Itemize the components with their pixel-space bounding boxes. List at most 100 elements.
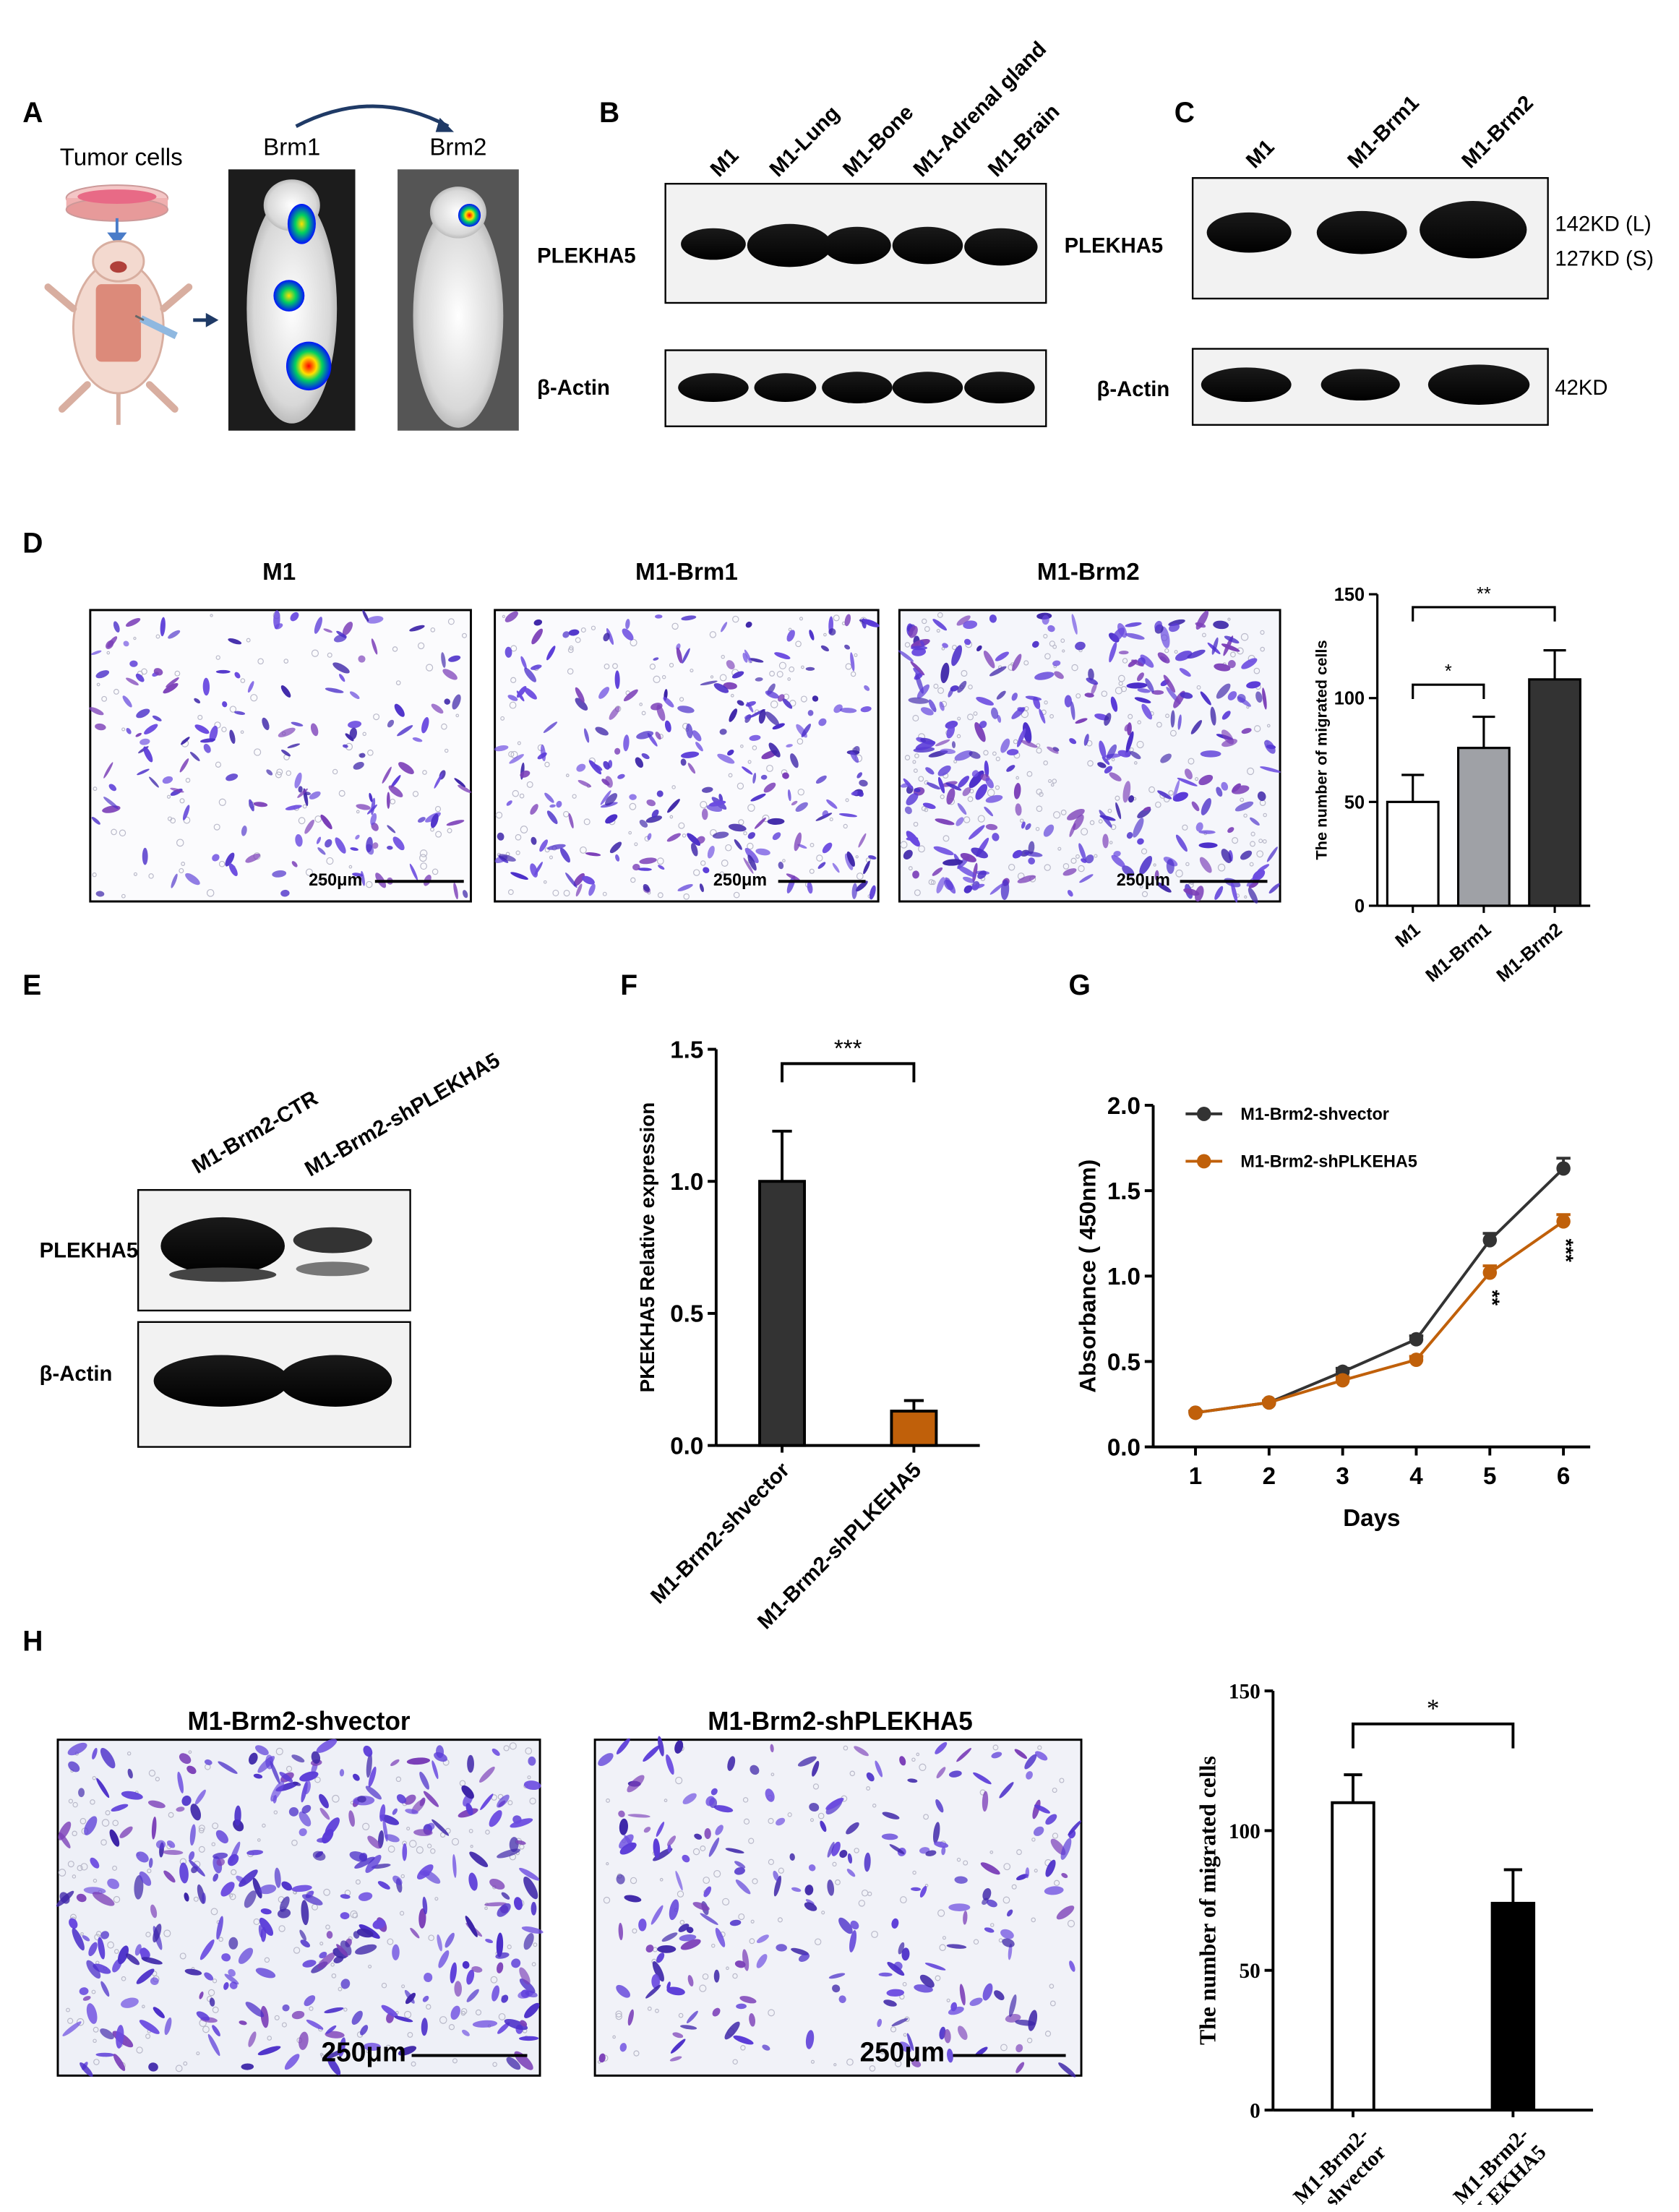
stained-cell xyxy=(504,611,518,622)
panel-letter-h: H xyxy=(22,1625,43,1657)
pore xyxy=(400,1874,405,1879)
pore xyxy=(846,2058,854,2066)
stained-cell xyxy=(749,658,764,663)
stained-cell xyxy=(127,1768,133,1779)
pore xyxy=(267,2036,272,2041)
stained-cell xyxy=(791,800,798,806)
pore xyxy=(928,879,935,886)
stained-cell xyxy=(937,776,945,794)
pore xyxy=(111,828,117,836)
stained-cell xyxy=(645,815,663,823)
stained-cell xyxy=(749,734,761,741)
pore xyxy=(937,1909,945,1917)
stained-cell xyxy=(677,706,695,713)
stained-cell xyxy=(795,802,808,812)
stained-cell xyxy=(454,1981,462,1997)
stained-cell xyxy=(199,1939,215,1960)
pore xyxy=(1044,700,1048,705)
stained-cell xyxy=(858,833,867,848)
stained-cell xyxy=(356,1928,374,1938)
stained-cell xyxy=(606,627,614,645)
pore xyxy=(1107,808,1112,813)
pore xyxy=(77,1865,83,1872)
pore xyxy=(202,2025,210,2033)
stained-cell xyxy=(682,1854,690,1863)
stained-cell xyxy=(1075,641,1086,651)
stained-cell xyxy=(729,708,738,722)
stained-cell xyxy=(282,2004,290,2012)
stained-cell xyxy=(349,1851,368,1862)
stained-cell xyxy=(832,862,840,873)
stained-cell xyxy=(1043,824,1055,837)
pore xyxy=(72,1830,77,1837)
pore xyxy=(633,2050,640,2057)
pore xyxy=(327,652,332,658)
pore xyxy=(326,857,334,865)
pore xyxy=(702,1973,709,1980)
stained-cell xyxy=(388,785,403,797)
pore xyxy=(1169,729,1177,737)
stained-cell xyxy=(1032,640,1039,648)
stained-cell xyxy=(79,1987,89,1995)
stained-cell xyxy=(1083,734,1089,746)
stained-cell xyxy=(669,1899,679,1921)
pore xyxy=(679,1919,685,1925)
stained-cell xyxy=(1191,801,1200,812)
pore xyxy=(197,714,203,721)
stained-cell xyxy=(319,1807,330,1820)
stained-cell xyxy=(259,1884,277,1895)
pore xyxy=(1081,828,1088,836)
stained-cell xyxy=(857,790,864,797)
stained-cell xyxy=(1117,622,1128,638)
pore xyxy=(700,801,708,809)
stained-cell xyxy=(515,1840,526,1845)
pore xyxy=(902,1981,907,1986)
stained-cell xyxy=(176,1806,185,1812)
stained-cell xyxy=(466,1989,479,2002)
pore xyxy=(1250,831,1255,836)
pore xyxy=(1111,758,1115,762)
pore xyxy=(1078,865,1085,873)
pore xyxy=(72,1874,77,1879)
pore xyxy=(921,805,927,812)
pore xyxy=(1050,783,1055,787)
stained-cell xyxy=(1268,883,1280,894)
stained-cell xyxy=(212,854,220,862)
pore xyxy=(1195,777,1199,781)
pore xyxy=(872,1804,877,1808)
stained-cell xyxy=(786,873,800,881)
pore xyxy=(179,867,184,874)
stained-cell xyxy=(935,1799,944,1813)
stained-cell xyxy=(1021,821,1026,829)
pore xyxy=(311,649,319,657)
stained-cell xyxy=(653,1838,661,1859)
pore xyxy=(519,793,525,799)
stained-cell xyxy=(332,662,350,674)
pore xyxy=(1201,633,1206,638)
stained-cell xyxy=(353,761,364,770)
stained-cell xyxy=(947,2049,953,2063)
stained-cell xyxy=(850,1920,859,1930)
stained-cell xyxy=(409,863,418,880)
stained-cell xyxy=(142,847,148,865)
pore xyxy=(604,663,610,669)
stained-cell xyxy=(468,1872,478,1891)
stained-cell xyxy=(446,820,465,826)
pore xyxy=(1052,779,1057,784)
stained-cell xyxy=(279,1896,290,1912)
stained-cell xyxy=(291,1885,312,1892)
pore xyxy=(91,1989,96,1994)
stained-cell xyxy=(655,732,661,740)
stained-cell xyxy=(491,1748,500,1756)
y-tick-label: 0.0 xyxy=(670,1433,703,1459)
pore xyxy=(973,711,978,716)
pore xyxy=(933,683,939,689)
pore xyxy=(1049,640,1055,647)
stained-cell xyxy=(575,687,585,703)
stained-cell xyxy=(826,799,838,809)
stained-cell xyxy=(496,1932,504,1958)
pore xyxy=(1139,885,1143,888)
stained-cell xyxy=(521,1926,544,1934)
pore xyxy=(738,819,744,826)
stained-cell xyxy=(575,883,583,897)
